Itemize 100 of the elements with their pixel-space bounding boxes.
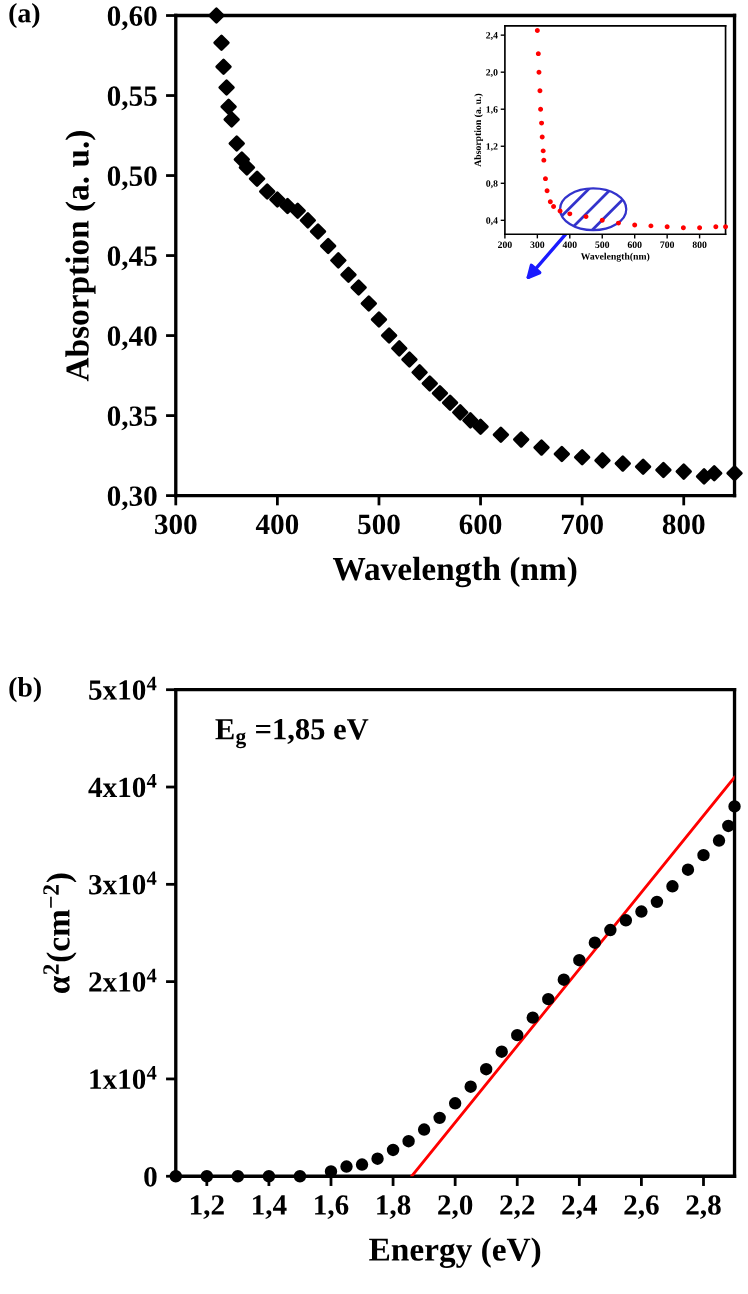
point — [319, 237, 337, 255]
point — [340, 1160, 353, 1173]
point — [200, 1170, 214, 1183]
point — [557, 973, 571, 986]
point — [675, 463, 692, 480]
point — [350, 279, 367, 296]
point — [472, 418, 489, 435]
point — [223, 111, 240, 128]
point — [726, 465, 743, 482]
point — [650, 895, 664, 909]
point — [215, 58, 232, 75]
point — [421, 375, 438, 392]
point — [231, 1170, 245, 1183]
point — [712, 834, 726, 847]
x-axis-title: Energy (eV) — [369, 1237, 541, 1268]
x-tick-label: 800 — [662, 514, 705, 535]
point — [634, 458, 652, 475]
point — [220, 98, 237, 115]
point — [452, 404, 469, 421]
y-tick-label: 5x10$^{4}$ — [89, 676, 157, 700]
y-tick-label: 0,45 — [107, 246, 157, 271]
point — [417, 1123, 431, 1136]
point — [697, 848, 710, 862]
point — [542, 992, 555, 1006]
y-tick-label: 1x10$^{4}$ — [90, 1066, 157, 1090]
point — [218, 79, 235, 96]
point — [619, 914, 633, 927]
y-axis-title: Absorption (a. u.) — [65, 131, 96, 382]
point — [269, 191, 286, 208]
x-tick-label: 2,0 — [438, 1195, 473, 1220]
x-tick-label: 2,8 — [686, 1195, 721, 1220]
x-tick-label: 400 — [255, 514, 299, 535]
y-tick-label: 0,30 — [107, 486, 157, 511]
x-tick-label: 300 — [155, 514, 197, 535]
annotation: E$_{g}$ =1,85 eV — [215, 718, 369, 749]
x-tick-label: 1,8 — [377, 1195, 411, 1220]
point — [722, 819, 735, 833]
x-tick-label: 2,4 — [562, 1195, 598, 1220]
point — [293, 1170, 307, 1183]
x-tick-label: 600 — [459, 514, 502, 535]
x-tick-label: 2,6 — [624, 1195, 659, 1220]
point — [441, 394, 459, 411]
point — [208, 7, 225, 24]
text: (a) — [9, 2, 40, 29]
y-axis-title: α$^{2}$(cm$^{−2}$) — [43, 873, 77, 993]
point — [448, 1097, 462, 1110]
point — [492, 426, 510, 443]
point — [666, 880, 679, 893]
y-tick-label: 0,35 — [107, 406, 157, 431]
point — [588, 936, 602, 949]
point — [573, 954, 586, 967]
point — [299, 212, 317, 229]
point — [462, 412, 479, 429]
y-tick-label: 4x10$^{4}$ — [88, 774, 157, 798]
point — [480, 1063, 493, 1076]
point — [401, 351, 418, 368]
point — [262, 1170, 276, 1183]
x-tick-label: 1,2 — [190, 1195, 224, 1220]
point — [228, 135, 245, 152]
point — [594, 452, 611, 469]
point — [573, 449, 591, 466]
point — [411, 364, 428, 381]
text: (b) — [9, 677, 41, 703]
point — [391, 340, 408, 357]
point — [402, 1135, 415, 1148]
x-axis-title: Wavelength (nm) — [332, 556, 577, 588]
point — [371, 1152, 384, 1165]
x-tick-label: 1,4 — [253, 1195, 287, 1220]
point — [614, 455, 631, 472]
point — [259, 183, 276, 200]
point — [728, 800, 741, 813]
y-tick-label: 0,55 — [107, 86, 157, 111]
point — [553, 445, 571, 463]
point — [464, 1080, 477, 1093]
point — [431, 384, 449, 402]
x-tick-label: 2,2 — [500, 1195, 535, 1220]
x-tick-label: 500 — [358, 514, 400, 535]
point — [360, 295, 377, 312]
point — [330, 252, 347, 269]
point — [289, 202, 306, 219]
point — [655, 461, 672, 479]
y-tick-label: 0,50 — [107, 166, 157, 191]
point — [495, 1045, 508, 1058]
point — [386, 1143, 400, 1157]
point — [526, 1011, 539, 1024]
point — [604, 923, 617, 937]
point — [681, 863, 695, 876]
point — [433, 1111, 446, 1125]
point — [355, 1158, 369, 1171]
point — [213, 34, 230, 51]
point — [309, 223, 327, 240]
point — [279, 197, 296, 215]
point — [340, 266, 357, 283]
point — [248, 170, 266, 187]
x-tick-label: 700 — [561, 514, 603, 535]
point — [380, 327, 398, 344]
y-tick-label: 0,60 — [107, 6, 157, 31]
point — [513, 431, 530, 448]
point — [238, 159, 256, 176]
point — [370, 311, 388, 328]
